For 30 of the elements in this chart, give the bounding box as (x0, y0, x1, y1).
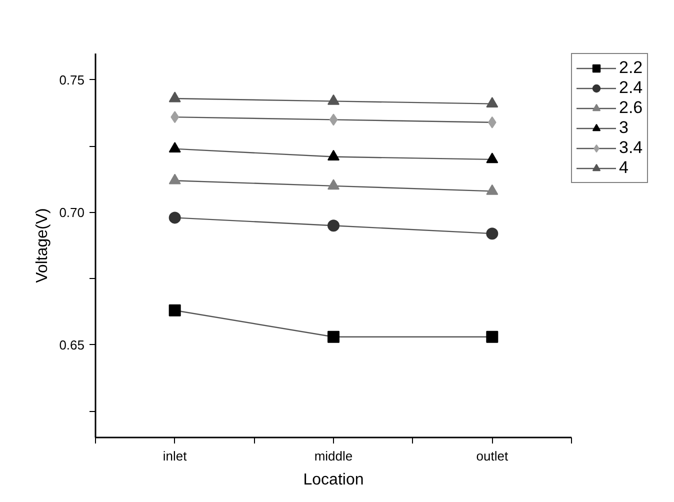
point (486, 152, 498, 164)
y-tick-label: 0.75 (59, 72, 85, 88)
point (486, 184, 498, 195)
x-tick-label: inlet (162, 448, 188, 464)
legend-label: 2.4 (619, 78, 643, 98)
point (328, 330, 340, 343)
point (328, 179, 340, 190)
point (328, 220, 340, 232)
point (168, 174, 181, 184)
y-tick-label: 0.70 (59, 204, 85, 220)
y-tick-label: 0.65 (59, 337, 85, 352)
y-axis-title: Voltage(V) (34, 208, 52, 283)
legend-label: 2.2 (619, 58, 643, 78)
point (168, 212, 181, 224)
point (486, 330, 498, 343)
point (329, 114, 338, 126)
x-tick-label: middle (314, 448, 353, 464)
point (328, 94, 340, 105)
x-axis-title: Location (303, 472, 364, 488)
legend-label: 4 (619, 158, 630, 178)
x-tick-label: outlet (476, 448, 508, 464)
point (168, 92, 181, 102)
point (328, 150, 340, 160)
legend-label: 3 (619, 118, 630, 138)
point (168, 142, 181, 153)
point (486, 96, 498, 108)
point (486, 228, 498, 240)
point (168, 304, 181, 316)
legend-label: 2.6 (619, 98, 643, 118)
legend-label: 3.4 (619, 138, 643, 158)
